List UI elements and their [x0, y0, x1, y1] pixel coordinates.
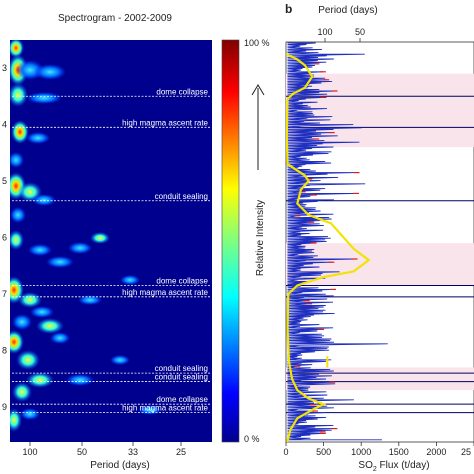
annotation-label: dome collapse — [156, 277, 208, 286]
intensity-blob — [36, 318, 64, 334]
intensity-blob — [16, 350, 40, 370]
period-series — [286, 52, 371, 442]
intensity-blob — [110, 355, 130, 365]
annotation-label: dome collapse — [156, 87, 208, 96]
colorbar — [221, 39, 240, 443]
intensity-blob — [11, 120, 29, 144]
year-tick-label: 3 — [2, 63, 7, 73]
annotation-label: conduit sealing — [155, 373, 208, 382]
colorbar-top-label: 100 % — [244, 38, 270, 48]
top-tick-label: 100 — [317, 27, 332, 37]
intensity-blob — [50, 332, 70, 344]
intensity-blob — [10, 330, 24, 354]
flux-peak-marks — [294, 63, 360, 434]
period-tick-label: 50 — [77, 447, 87, 457]
flux-x-ticks: 0 500 1000 1500 2000 25 — [283, 442, 474, 457]
intensity-blob — [120, 275, 140, 285]
year-tick-label: 8 — [2, 346, 7, 356]
heatmap-year-ticks: 3 4 5 6 7 8 9 — [2, 63, 7, 412]
flux-tick-label: 25 — [461, 447, 471, 457]
flux-tick-label: 2000 — [426, 447, 446, 457]
flux-tick-label: 1000 — [351, 447, 371, 457]
heatmap-intensity — [10, 40, 162, 432]
intensity-blob — [68, 242, 92, 254]
intensity-blob — [34, 64, 66, 80]
heatmap-period-ticks: 100 50 33 25 — [22, 442, 186, 457]
flux-tick-label: 500 — [316, 447, 331, 457]
heatmap-x-axis-label: Period (days) — [90, 460, 149, 471]
colorbar-bottom-label: 0 % — [244, 434, 260, 444]
intensity-blob — [12, 314, 32, 330]
annotation-label: conduit sealing — [155, 192, 208, 201]
intensity-blob — [30, 306, 54, 318]
annotation-label: dome collapse — [156, 395, 208, 404]
intensity-blob — [10, 230, 24, 250]
flux-tick-label: 0 — [283, 447, 288, 457]
year-tick-label: 4 — [2, 120, 7, 130]
so2-flux-series — [287, 42, 388, 441]
intensity-blob — [90, 232, 110, 244]
intensity-blob — [18, 292, 42, 308]
panel-b-label: b — [285, 2, 292, 16]
colorbar-label: Relative Intensity — [255, 200, 266, 276]
intensity-blob — [10, 207, 26, 223]
annotation-label: high magma ascent rate — [122, 288, 208, 297]
heatmap-title: Spectrogram - 2002-2009 — [58, 13, 172, 24]
intensity-blob — [10, 83, 28, 107]
top-axis-ticks: 100 50 — [317, 27, 365, 42]
year-tick-label: 7 — [2, 289, 7, 299]
intensity-blob — [26, 92, 62, 104]
intensity-blob — [10, 40, 24, 58]
annotation-label: high magma ascent rate — [122, 118, 208, 127]
year-tick-label: 5 — [2, 176, 7, 186]
flux-x-axis-label: SO2 Flux (t/day) — [358, 460, 429, 473]
intensity-blob — [26, 372, 54, 388]
top-axis-label: Period (days) — [318, 5, 377, 16]
top-tick-label: 50 — [355, 27, 365, 37]
year-tick-label: 9 — [2, 402, 7, 412]
intensity-blob — [10, 408, 22, 432]
period-tick-label: 100 — [22, 447, 37, 457]
intensity-blob — [32, 194, 56, 206]
annotation-label: conduit sealing — [155, 364, 208, 373]
intensity-blob — [28, 244, 52, 256]
intensity-blob — [78, 295, 102, 305]
intensity-blob — [10, 152, 24, 168]
intensity-blob — [12, 382, 32, 402]
intensity-blob — [26, 132, 50, 144]
intensity-blob — [46, 256, 74, 268]
year-tick-label: 6 — [2, 233, 7, 243]
period-tick-label: 33 — [128, 447, 138, 457]
period-tick-label: 25 — [176, 447, 186, 457]
intensity-blob — [66, 374, 94, 386]
shaded-interval — [286, 73, 474, 148]
flux-tick-label: 1500 — [389, 447, 409, 457]
colorbar-arrow — [251, 84, 265, 170]
annotation-label: high magma ascent rate — [122, 404, 208, 413]
intensity-blob — [20, 408, 40, 420]
event-lines — [286, 95, 474, 414]
